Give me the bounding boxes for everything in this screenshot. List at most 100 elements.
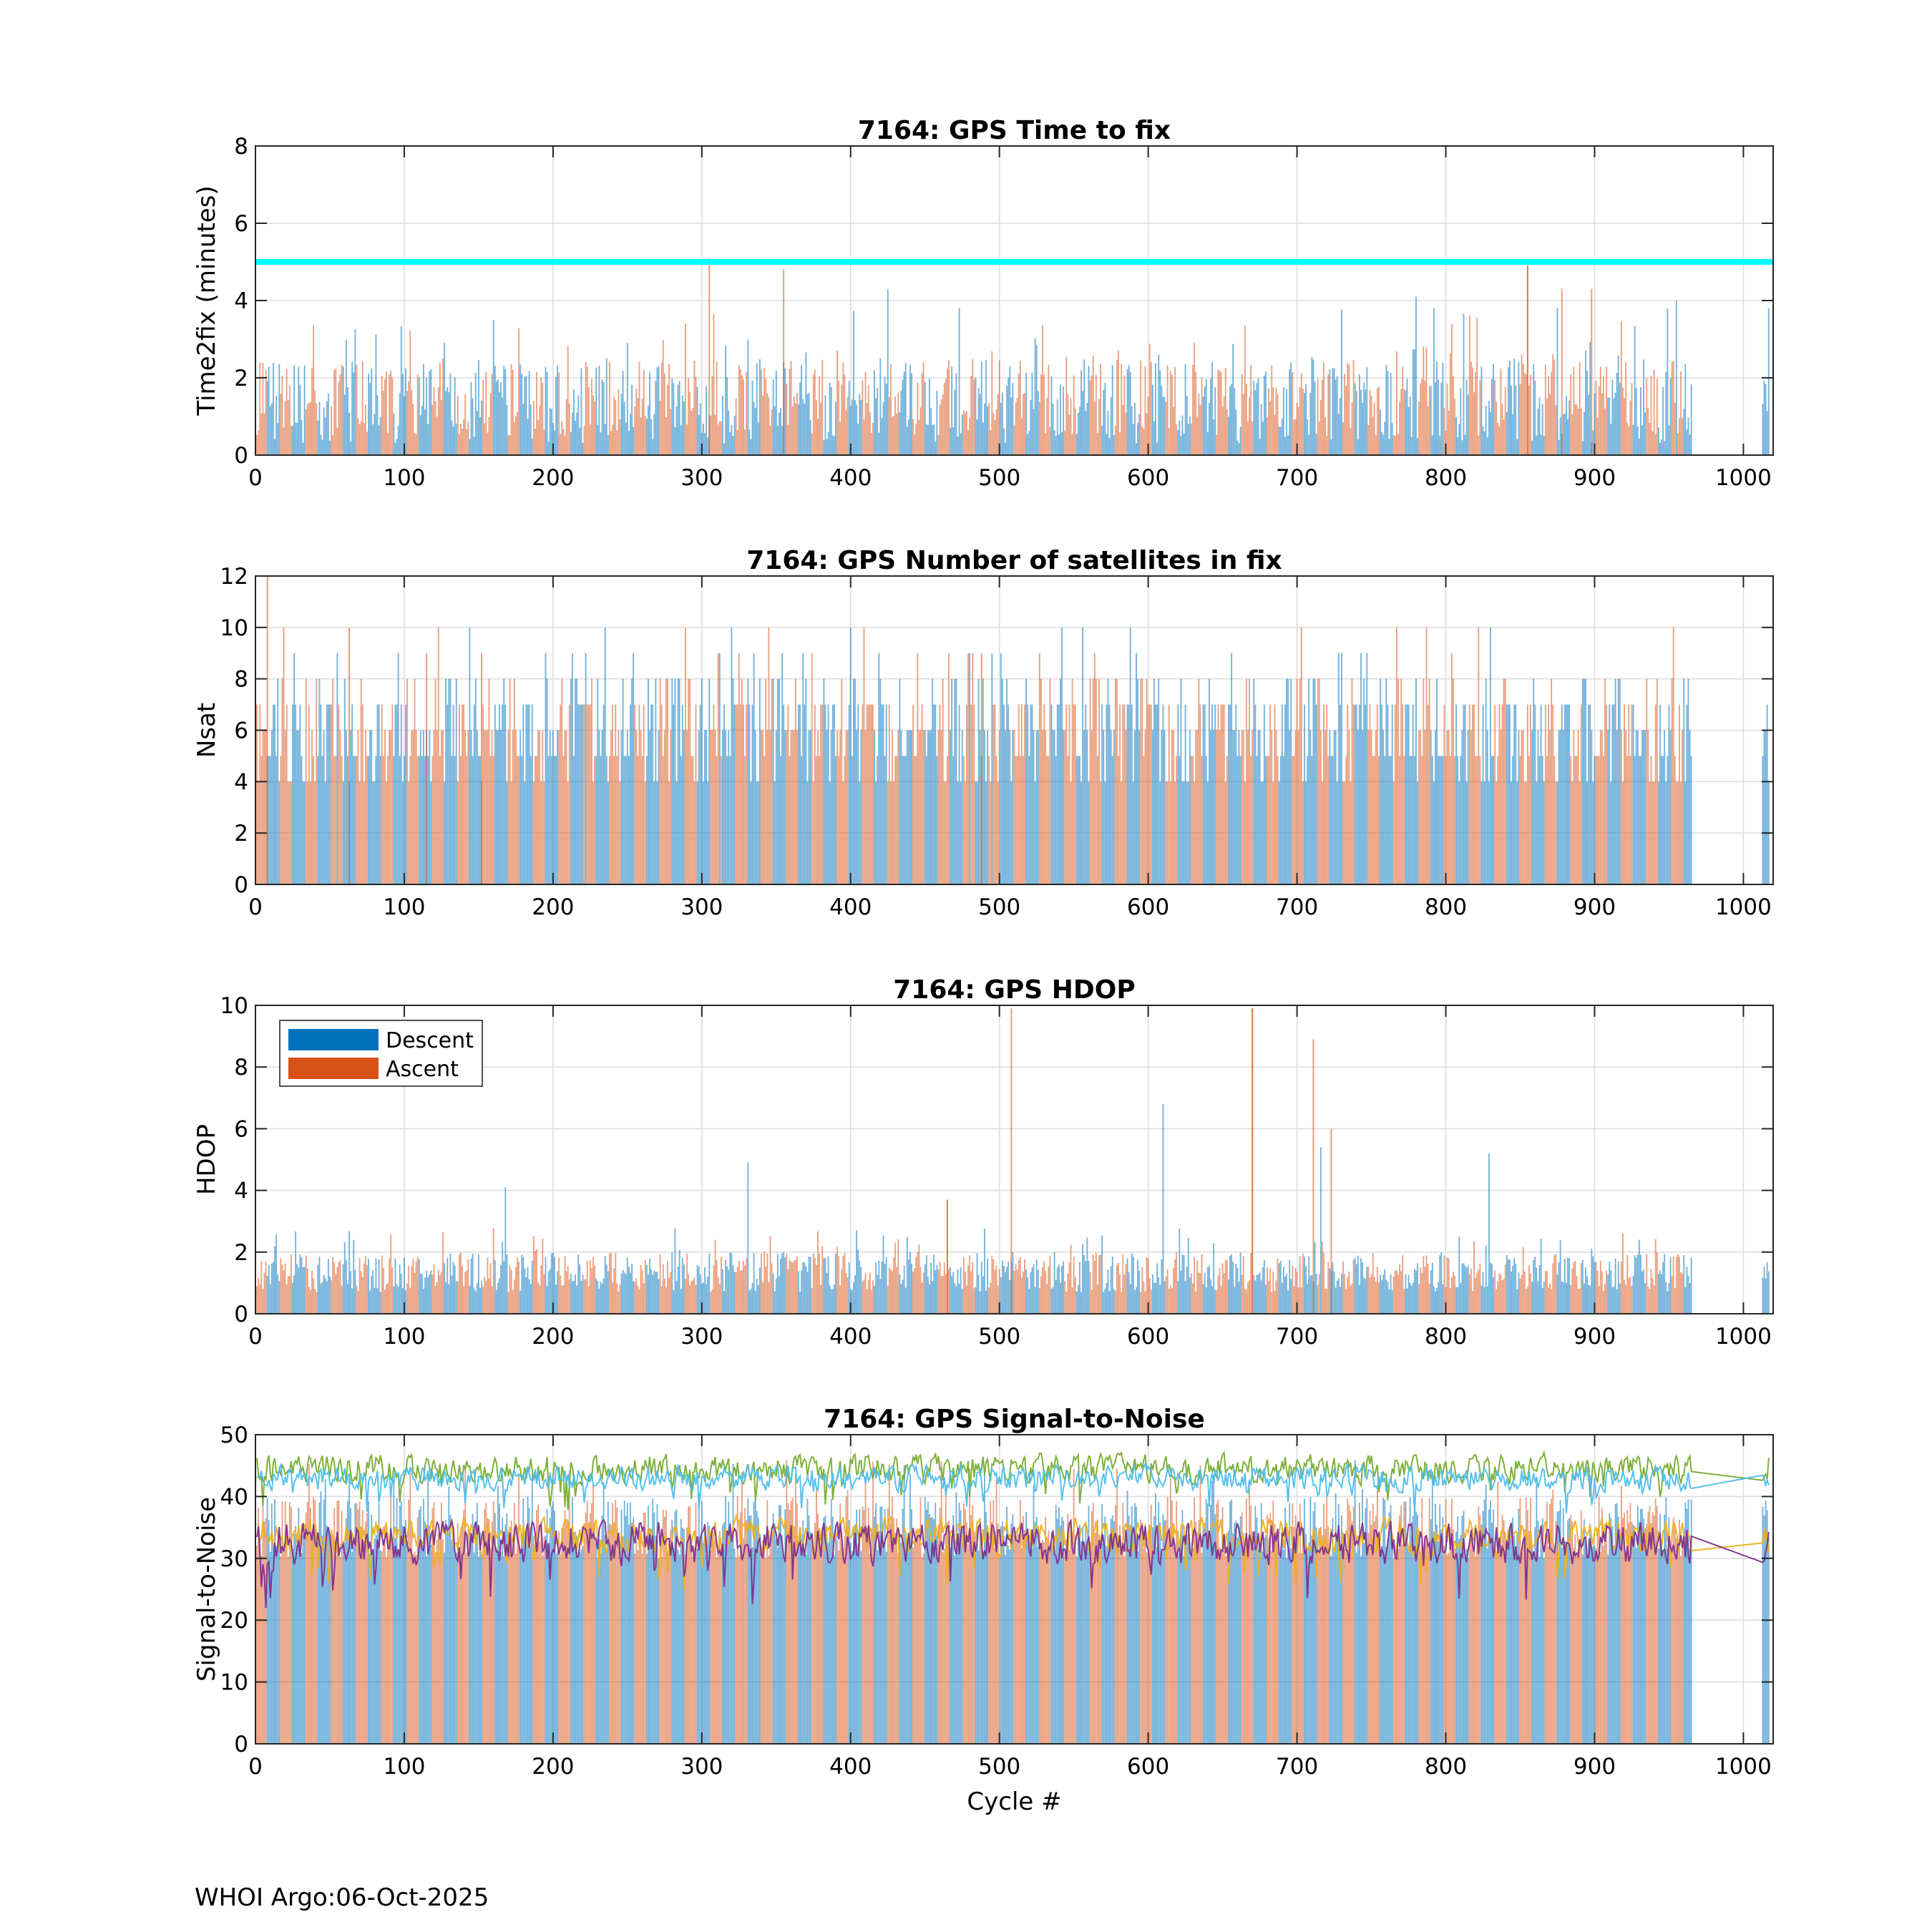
bar-cycle-436 xyxy=(903,756,905,884)
bar-cycle-101 xyxy=(405,1519,406,1744)
bar-cycle-437 xyxy=(904,1537,907,1744)
bar-cycle-169 xyxy=(506,404,508,455)
bar-cycle-848 xyxy=(1516,781,1518,884)
bar-cycle-481 xyxy=(970,1515,972,1744)
bar-cycle-223 xyxy=(586,704,588,884)
bar-cycle-828 xyxy=(1486,437,1488,455)
bar-cycle-108 xyxy=(415,434,417,455)
bar-cycle-860 xyxy=(1534,380,1536,455)
bar-cycle-800 xyxy=(1445,1287,1447,1314)
bar-cycle-948 xyxy=(1665,781,1667,884)
bar-cycle-341 xyxy=(762,1540,764,1744)
bar-cycle-476 xyxy=(962,410,965,455)
bar-cycle-625 xyxy=(1184,1281,1186,1314)
bar-cycle-777 xyxy=(1410,436,1413,455)
bar-cycle-685 xyxy=(1274,1290,1276,1314)
bar-cycle-963 xyxy=(1687,1275,1689,1314)
bar-cycle-872 xyxy=(1552,354,1554,455)
bar-cycle-957 xyxy=(1679,704,1680,884)
bar-cycle-781 xyxy=(1417,1514,1418,1744)
bar-cycle-145 xyxy=(470,381,472,455)
bar-cycle-915 xyxy=(1616,1503,1618,1744)
bar-cycle-1014 xyxy=(1763,1267,1765,1314)
bar-cycle-746 xyxy=(1365,389,1367,455)
bar-cycle-861 xyxy=(1536,435,1538,455)
bar-cycle-483 xyxy=(973,379,975,455)
bar-cycle-819 xyxy=(1473,1548,1475,1744)
bar-cycle-872 xyxy=(1552,1489,1554,1744)
bar-cycle-844 xyxy=(1511,1522,1512,1744)
bar-cycle-822 xyxy=(1478,1506,1480,1744)
bar-cycle-907 xyxy=(1604,408,1606,455)
bar-peak-ascent-898 xyxy=(1591,288,1593,455)
bar-cycle-12 xyxy=(273,363,274,455)
bar-cycle-224 xyxy=(587,387,590,455)
bar-cycle-649 xyxy=(1220,704,1222,884)
bar-cycle-837 xyxy=(1500,1545,1502,1744)
bar-cycle-763 xyxy=(1390,373,1392,455)
bar-cycle-827 xyxy=(1485,1245,1487,1314)
bar-cycle-514 xyxy=(1019,756,1021,884)
bar-cycle-755 xyxy=(1378,756,1380,884)
bar-cycle-26 xyxy=(293,365,296,455)
bar-cycle-159 xyxy=(491,1286,493,1314)
bar-cycle-649 xyxy=(1220,1285,1222,1314)
bar-cycle-601 xyxy=(1148,1277,1151,1314)
bar-cycle-303 xyxy=(706,1284,707,1314)
bar-cycle-42 xyxy=(317,1264,319,1314)
bar-cycle-66 xyxy=(353,756,355,884)
bar-cycle-309 xyxy=(714,1239,716,1314)
bar-cycle-581 xyxy=(1119,1274,1121,1314)
bar-cycle-792 xyxy=(1433,1286,1435,1314)
bar-cycle-168 xyxy=(504,1187,507,1314)
bar-cycle-831 xyxy=(1491,1522,1493,1744)
bar-cycle-567 xyxy=(1098,399,1100,455)
bar-cycle-935 xyxy=(1646,378,1648,455)
bar-cycle-248 xyxy=(623,401,625,455)
bar-cycle-22 xyxy=(287,400,289,455)
bar-cycle-177 xyxy=(518,328,519,455)
bar-cycle-38 xyxy=(311,367,313,455)
bar-cycle-253 xyxy=(631,1522,633,1744)
bar-cycle-441 xyxy=(911,373,912,455)
bar-cycle-85 xyxy=(381,376,383,455)
bar-cycle-320 xyxy=(731,1539,733,1744)
bar-cycle-28 xyxy=(296,422,298,455)
bar-cycle-668 xyxy=(1249,397,1250,455)
bar-cycle-294 xyxy=(692,1280,694,1314)
bar-cycle-634 xyxy=(1198,678,1200,884)
bar-cycle-834 xyxy=(1496,1289,1498,1314)
bar-cycle-255 xyxy=(634,704,636,884)
bar-cycle-422 xyxy=(882,1235,884,1314)
bar-cycle-139 xyxy=(462,1265,463,1314)
bar-cycle-680 xyxy=(1267,1267,1268,1314)
snr-lines xyxy=(256,1450,1770,1609)
bar-cycle-241 xyxy=(613,756,615,884)
bar-cycle-861 xyxy=(1536,1478,1538,1744)
bar-cycle-315 xyxy=(723,1522,725,1744)
bar-cycle-745 xyxy=(1363,678,1365,884)
bar-cycle-719 xyxy=(1324,1288,1327,1314)
bar-cycle-2 xyxy=(258,1507,260,1744)
bar-cycle-653 xyxy=(1226,409,1228,455)
bar-cycle-638 xyxy=(1204,1272,1206,1314)
bar-cycle-353 xyxy=(780,756,781,884)
bar-cycle-923 xyxy=(1628,1278,1630,1314)
bar-cycle-88 xyxy=(386,1284,387,1314)
bar-cycle-770 xyxy=(1400,1506,1402,1744)
bar-cycle-217 xyxy=(577,395,580,455)
bar-cycle-480 xyxy=(969,1468,971,1744)
bar-cycle-152 xyxy=(481,400,483,455)
bar-cycle-558 xyxy=(1085,1261,1087,1314)
bar-cycle-626 xyxy=(1186,781,1188,884)
bar-cycle-534 xyxy=(1049,426,1051,455)
bar-cycle-816 xyxy=(1468,1274,1470,1314)
bar-cycle-894 xyxy=(1585,350,1586,455)
bar-cycle-805 xyxy=(1452,1529,1454,1744)
bar-cycle-160 xyxy=(492,1501,494,1744)
bar-cycle-115 xyxy=(426,1270,428,1314)
bar-cycle-952 xyxy=(1671,361,1673,455)
series-line-1 xyxy=(256,1450,1770,1510)
bar-cycle-443 xyxy=(914,434,916,455)
bar-cycle-561 xyxy=(1089,1272,1091,1314)
